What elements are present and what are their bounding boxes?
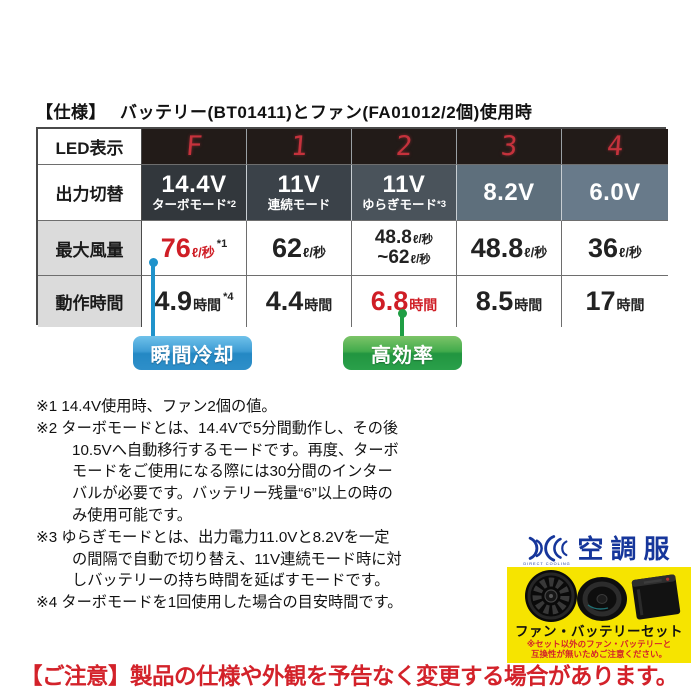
led-cell-2: 2 xyxy=(352,129,457,165)
brand-block: DIRECT COOLING 空調服 xyxy=(505,534,693,663)
led-digit: 1 xyxy=(289,131,309,162)
airflow-cell-6v: 36ℓ/秒 xyxy=(562,221,668,276)
cooling-badge: 瞬間冷却 xyxy=(133,336,252,370)
caution-notice: 【ご注意】製品の仕様や外観を予告なく変更する場合があります。 xyxy=(20,664,678,689)
voltage-value: 11V xyxy=(277,171,321,199)
voltage-value: 8.2V xyxy=(483,178,535,206)
runtime-value: 4.9時間 *4 xyxy=(154,286,234,316)
efficiency-callout-line xyxy=(400,314,404,338)
runtime-cell-8v: 8.5時間 xyxy=(457,276,562,327)
fan-front-icon xyxy=(525,570,577,622)
output-cell-turbo: 14.4V ターボモード*2 xyxy=(142,165,247,221)
footnote-ref: *1 xyxy=(216,237,228,250)
set-label: ファン・バッテリーセット xyxy=(515,624,683,639)
runtime-value: 6.8時間 xyxy=(370,286,438,316)
brand-logo: DIRECT COOLING 空調服 xyxy=(505,534,693,566)
led-cell-3: 3 xyxy=(457,129,562,165)
spec-table: LED表示 F 1 2 3 4 出力切替 14.4V ターボモード*2 11V … xyxy=(36,127,668,327)
efficiency-badge: 高効率 xyxy=(343,336,462,370)
voltage-value: 11V xyxy=(382,171,426,199)
airflow-value: 62ℓ/秒 xyxy=(271,232,326,263)
output-cell-8v: 8.2V xyxy=(457,165,562,221)
cooling-callout-dot xyxy=(149,258,158,267)
set-note-line2: 互換性が無いためご注意ください。 xyxy=(530,649,667,659)
led-digit: 2 xyxy=(394,131,414,162)
airflow-cell-continuous: 62ℓ/秒 xyxy=(247,221,352,276)
led-cell-f: F xyxy=(142,129,247,165)
led-digit: 3 xyxy=(499,131,519,162)
output-cell-yuragi: 11V ゆらぎモード*3 xyxy=(352,165,457,221)
mode-label: 連続モード xyxy=(267,197,331,212)
led-digit: F xyxy=(184,131,204,162)
mode-label: ターボモード*2 xyxy=(152,197,236,212)
runtime-cell-6v: 17時間 xyxy=(562,276,668,327)
led-cell-4: 4 xyxy=(562,129,668,165)
airflow-cell-turbo: 76ℓ/秒*1 xyxy=(142,221,247,276)
output-cell-6v: 6.0V xyxy=(562,165,668,221)
footnote-3: ※3 ゆらぎモードとは、出力電力11.0Vと8.2Vを一定 の間隔で自動で切り替… xyxy=(36,528,402,590)
direct-cooling-swirl-icon: DIRECT COOLING xyxy=(524,535,571,566)
mode-label: ゆらぎモード*3 xyxy=(362,197,446,212)
airflow-cell-8v: 48.8ℓ/秒 xyxy=(457,221,562,276)
fan-battery-set-box: ファン・バッテリーセット ※セット以外のファン・バッテリーと 互換性が無いためご… xyxy=(507,567,691,663)
footnote-2: ※2 ターボモードとは、14.4Vで5分間動作し、その後 10.5Vへ自動移行す… xyxy=(36,419,399,524)
efficiency-callout-dot xyxy=(398,309,407,318)
spec-title-text: バッテリー(BT01411)とファン(FA01012/2個)使用時 xyxy=(120,103,533,122)
runtime-value: 4.4時間 xyxy=(265,286,333,316)
row-label-airflow: 最大風量 xyxy=(38,221,142,276)
footnotes: ※1 14.4V使用時、ファン2個の値。 ※2 ターボモードとは、14.4Vで5… xyxy=(36,396,456,614)
airflow-value: 48.8ℓ/秒 xyxy=(374,226,434,248)
runtime-cell-turbo: 4.9時間 *4 xyxy=(142,276,247,327)
fan-battery-product-image xyxy=(525,570,681,622)
fan-rear-icon xyxy=(577,577,627,621)
airflow-value: 36ℓ/秒 xyxy=(587,232,642,263)
logo-caption: DIRECT COOLING xyxy=(524,561,571,566)
runtime-value: 17時間 xyxy=(585,286,645,316)
airflow-cell-yuragi: 48.8ℓ/秒 ~62ℓ/秒 xyxy=(352,221,457,276)
runtime-cell-continuous: 4.4時間 xyxy=(247,276,352,327)
led-cell-1: 1 xyxy=(247,129,352,165)
cooling-callout-line xyxy=(151,263,155,338)
footnote-4: ※4 ターボモードを1回使用した場合の目安時間です。 xyxy=(36,594,403,612)
footnote-ref: *2 xyxy=(227,198,236,210)
voltage-value: 14.4V xyxy=(161,171,227,199)
runtime-value: 8.5時間 xyxy=(475,286,543,316)
airflow-value-range: ~62ℓ/秒 xyxy=(377,247,431,268)
brand-logo-text: 空調服 xyxy=(577,534,677,564)
spec-title: 【仕様】 バッテリー(BT01411)とファン(FA01012/2個)使用時 xyxy=(36,98,532,123)
footnote-ref: *4 xyxy=(223,291,234,303)
led-digit: 4 xyxy=(605,131,625,162)
airflow-value: 48.8ℓ/秒 xyxy=(470,232,548,263)
row-label-output: 出力切替 xyxy=(38,165,142,221)
set-note-line1: ※セット以外のファン・バッテリーと xyxy=(526,639,672,649)
spec-title-label: 【仕様】 xyxy=(36,103,106,122)
battery-icon xyxy=(631,574,681,620)
footnote-1: ※1 14.4V使用時、ファン2個の値。 xyxy=(36,398,277,415)
runtime-cell-yuragi: 6.8時間 xyxy=(352,276,457,327)
voltage-value: 6.0V xyxy=(589,178,641,206)
row-label-runtime: 動作時間 xyxy=(38,276,142,327)
output-cell-continuous: 11V 連続モード xyxy=(247,165,352,221)
row-label-led: LED表示 xyxy=(38,129,142,165)
footnote-ref: *3 xyxy=(437,198,446,210)
airflow-value: 76ℓ/秒*1 xyxy=(160,232,228,263)
